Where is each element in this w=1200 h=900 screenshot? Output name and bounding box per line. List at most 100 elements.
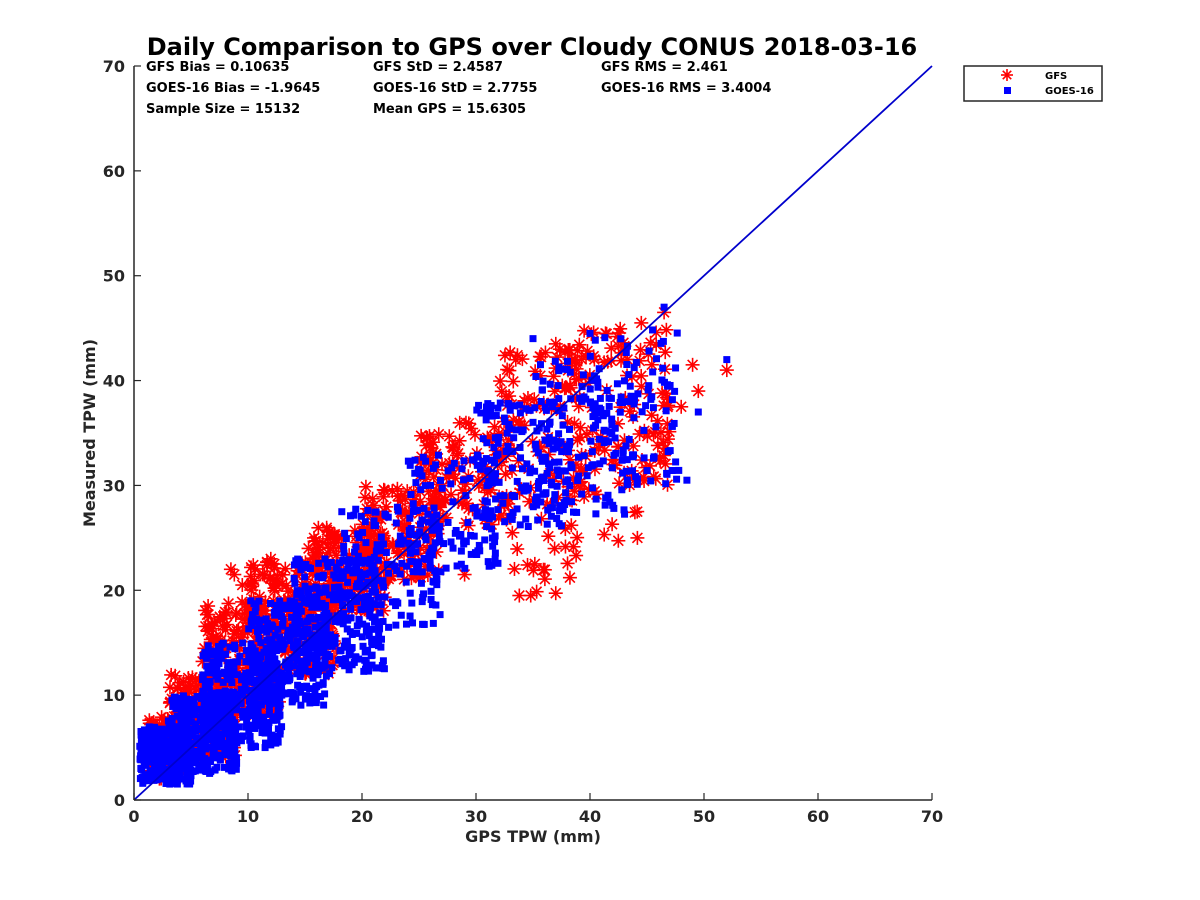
goes16-point <box>338 660 346 668</box>
goes16-point <box>322 584 330 592</box>
goes16-point <box>214 703 222 711</box>
goes16-point <box>490 443 498 451</box>
goes16-point <box>449 544 457 552</box>
gfs-point <box>523 588 538 603</box>
goes16-point <box>580 452 588 460</box>
gfs-point <box>365 491 380 506</box>
goes16-point <box>473 512 481 520</box>
goes16-point <box>272 647 280 655</box>
goes16-point <box>485 467 493 475</box>
goes16-point <box>300 633 308 641</box>
goes16-point <box>546 420 554 428</box>
goes16-point <box>141 747 149 755</box>
goes16-point <box>370 553 378 561</box>
legend-label-goes16: GOES-16 <box>1045 86 1094 97</box>
goes16-point <box>583 472 591 480</box>
gfs-point <box>228 607 243 622</box>
gfs-point <box>170 681 185 696</box>
goes16-point <box>370 517 378 525</box>
goes16-point <box>356 568 364 576</box>
goes16-point <box>394 599 402 607</box>
goes16-point <box>220 709 228 717</box>
goes16-point <box>224 671 232 679</box>
goes16-point <box>322 624 330 632</box>
gfs-point <box>505 525 520 540</box>
goes16-point <box>428 601 436 609</box>
goes16-point <box>586 399 594 407</box>
goes16-point <box>380 583 388 591</box>
goes16-point <box>366 569 374 577</box>
goes16-point <box>192 727 200 735</box>
goes16-point <box>268 735 276 743</box>
goes16-point <box>392 621 400 629</box>
goes16-point <box>523 460 531 468</box>
goes16-point <box>165 773 173 781</box>
goes16-point <box>427 481 435 489</box>
goes16-point <box>560 499 568 507</box>
goes16-point <box>354 583 362 591</box>
goes16-point <box>450 459 458 467</box>
gfs-point <box>548 586 563 601</box>
goes16-point <box>694 408 702 416</box>
goes16-point <box>199 735 207 743</box>
goes16-point <box>377 547 385 555</box>
goes16-point <box>517 454 525 462</box>
goes16-point <box>397 611 405 619</box>
goes16-point <box>291 630 299 638</box>
goes16-point <box>258 616 266 624</box>
goes16-point <box>189 696 197 704</box>
goes16-point <box>664 447 672 455</box>
goes16-point <box>543 425 551 433</box>
goes16-point <box>457 530 465 538</box>
goes16-point <box>366 607 374 615</box>
goes16-point <box>509 508 517 516</box>
goes16-point <box>281 603 289 611</box>
gfs-point <box>420 431 435 446</box>
goes16-point <box>503 429 511 437</box>
goes16-point <box>165 725 173 733</box>
goes16-point <box>538 457 546 465</box>
goes16-point <box>218 640 226 648</box>
goes16-point <box>228 739 236 747</box>
goes16-point <box>375 631 383 639</box>
goes16-point <box>214 675 222 683</box>
gfs-point <box>358 479 373 494</box>
goes16-point <box>377 643 385 651</box>
goes16-point <box>616 399 624 407</box>
goes16-point <box>426 564 434 572</box>
goes16-point <box>409 508 417 516</box>
goes16-point <box>304 651 312 659</box>
goes16-point <box>231 641 239 649</box>
goes16-point <box>226 665 234 673</box>
goes16-point <box>623 481 631 489</box>
goes16-point <box>550 436 558 444</box>
goes16-point <box>657 339 665 347</box>
goes16-point <box>272 675 280 683</box>
goes16-point <box>297 562 305 570</box>
goes16-point <box>182 722 190 730</box>
gfs-point <box>560 556 575 571</box>
goes16-point <box>642 402 650 410</box>
goes16-point <box>396 570 404 578</box>
goes16-point <box>505 420 513 428</box>
goes16-point <box>328 664 336 672</box>
goes16-point <box>201 648 209 656</box>
goes16-point <box>495 478 503 486</box>
goes16-point <box>205 696 213 704</box>
goes16-point <box>501 418 509 426</box>
goes16-point <box>510 434 518 442</box>
goes16-point <box>352 559 360 567</box>
goes16-point <box>336 588 344 596</box>
chart-title: Daily Comparison to GPS over Cloudy CONU… <box>147 33 918 61</box>
goes16-point <box>274 732 282 740</box>
goes16-point <box>437 476 445 484</box>
goes16-point <box>391 562 399 570</box>
goes16-point <box>435 532 443 540</box>
goes16-point <box>404 457 412 465</box>
goes16-point <box>362 570 370 578</box>
goes16-point <box>159 744 167 752</box>
goes16-point <box>411 456 419 464</box>
goes16-point <box>481 506 489 514</box>
goes16-point <box>371 618 379 626</box>
goes16-point <box>231 700 239 708</box>
